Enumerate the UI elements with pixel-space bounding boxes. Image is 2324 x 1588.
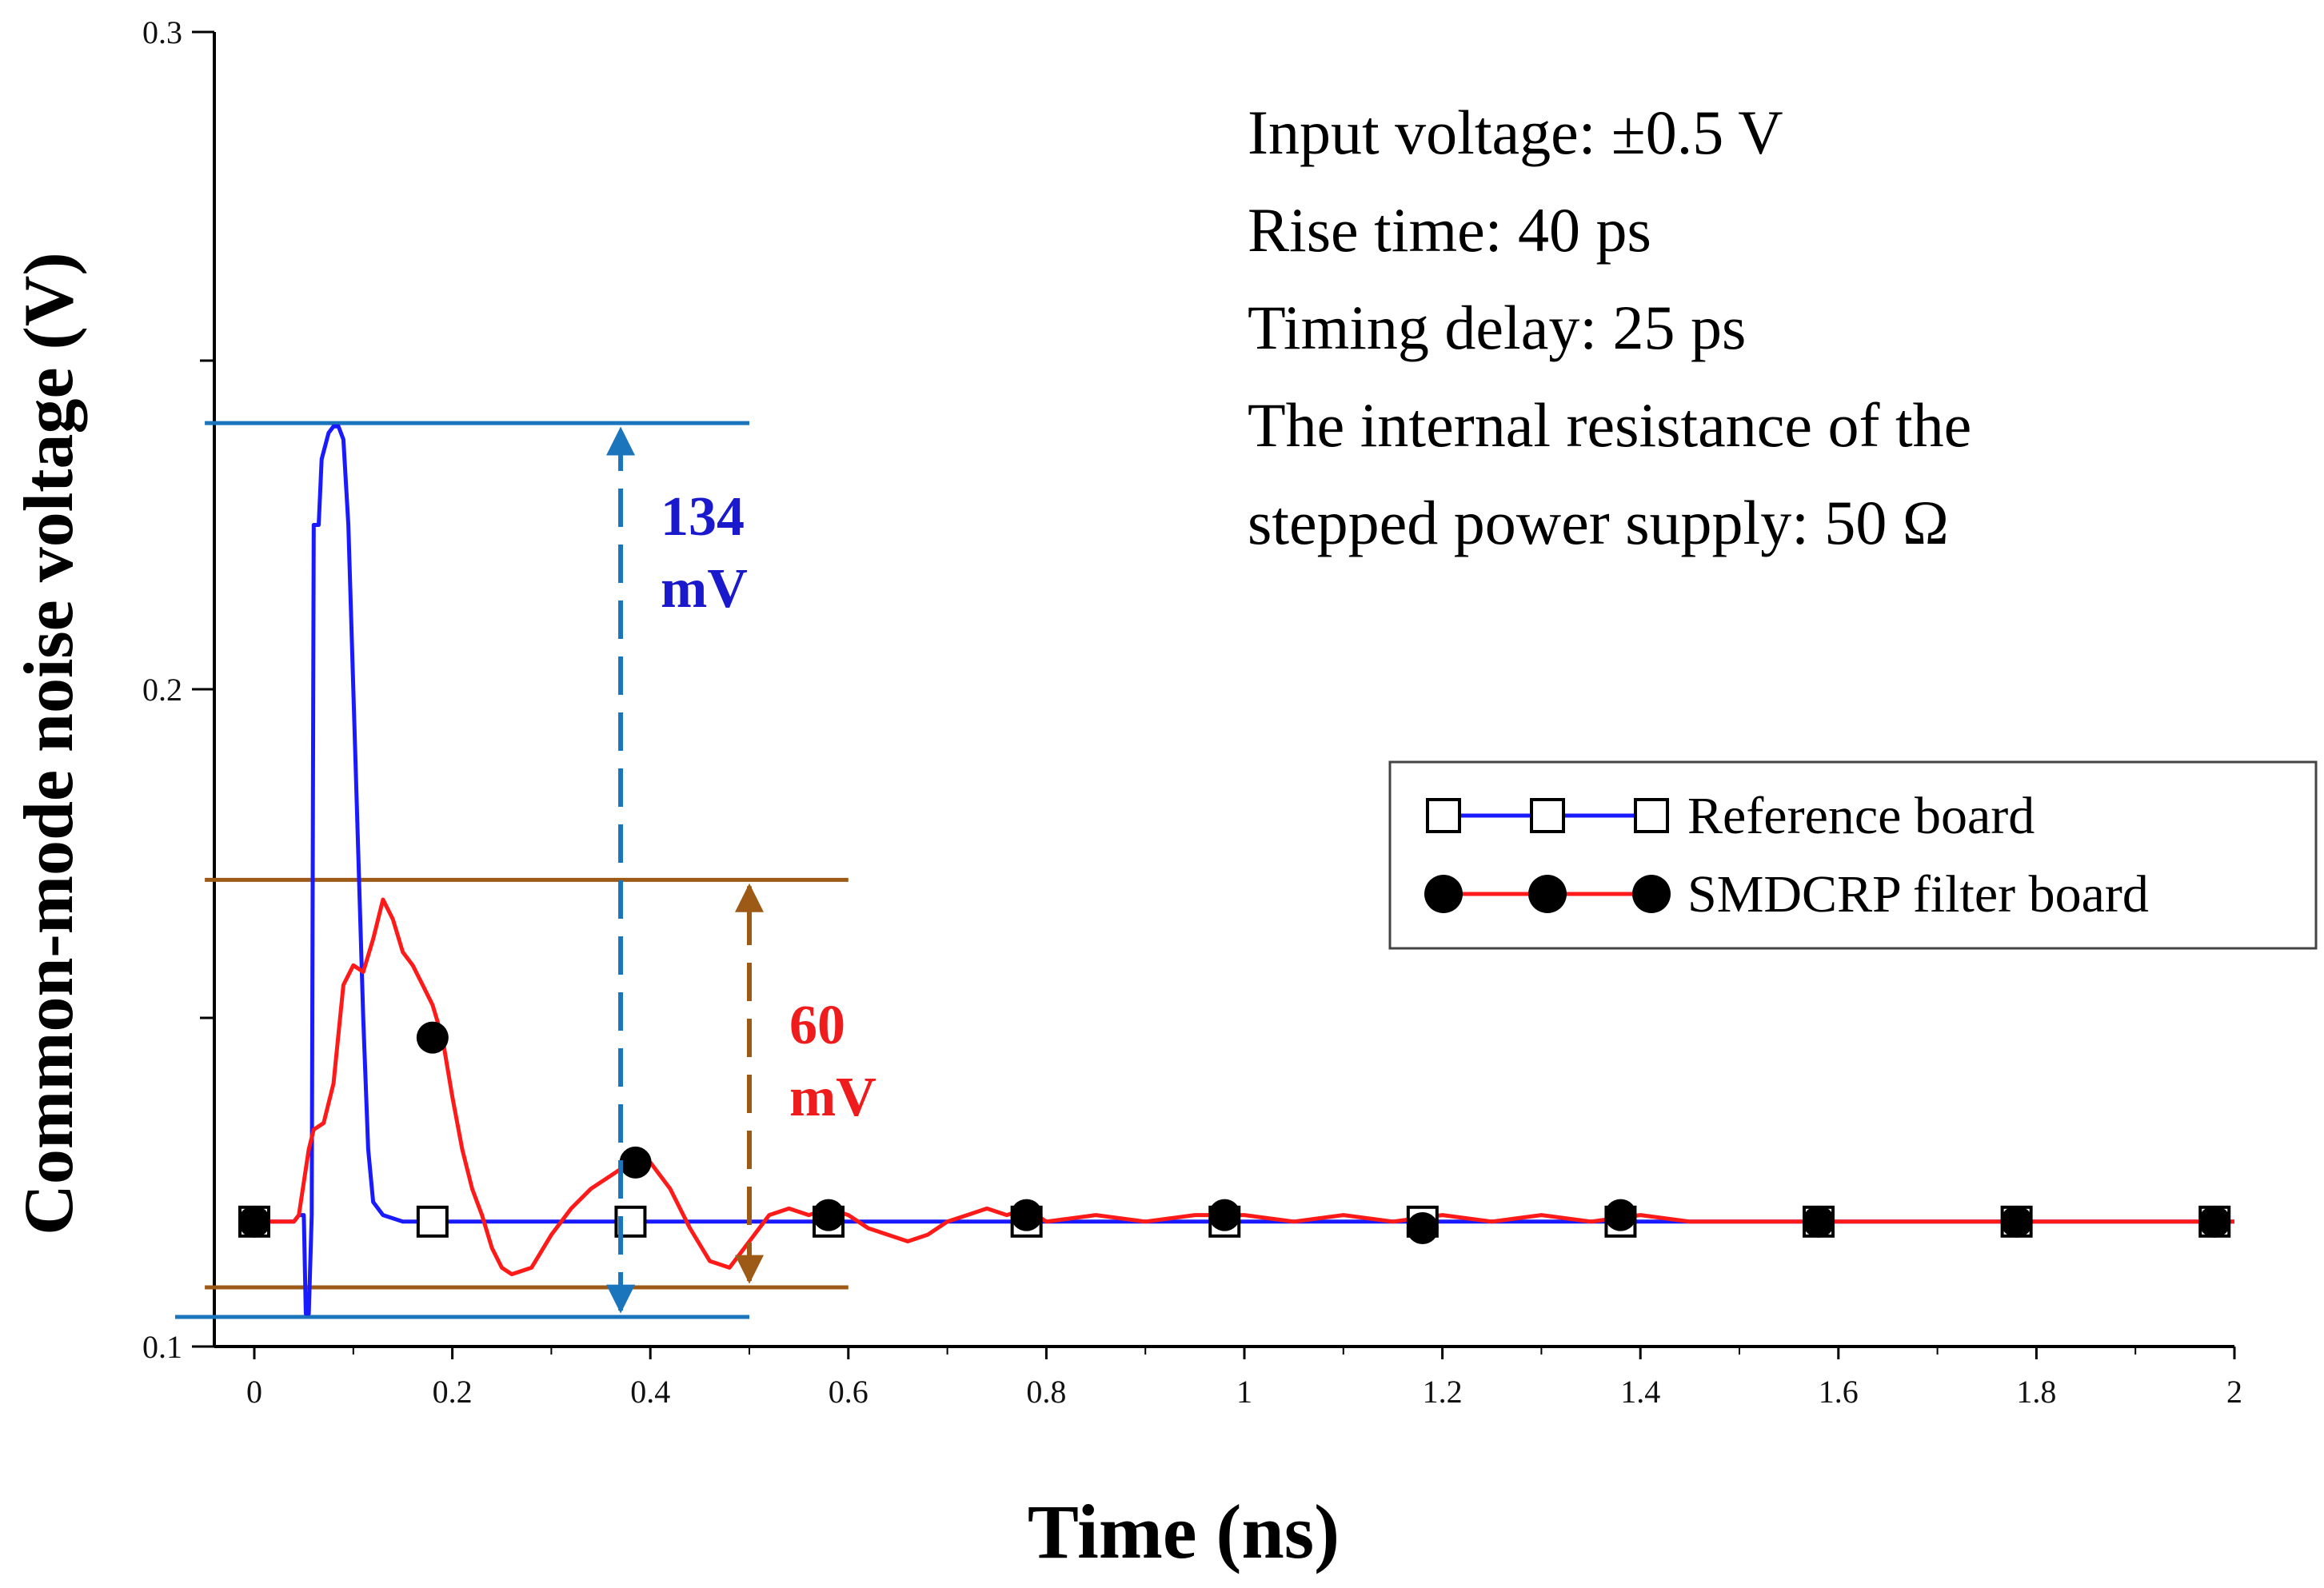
marker-filter xyxy=(2198,1205,2231,1238)
marker-filter xyxy=(416,1021,449,1054)
annotation-line: Input voltage: ±0.5 V xyxy=(1248,98,1783,167)
legend-box xyxy=(1388,760,2318,950)
x-tick-label: 1.4 xyxy=(1620,1374,1660,1410)
marker-filter xyxy=(238,1205,270,1238)
axes: 0 0.2 0.4 0.6 0.8 1 1.2 1.4 1.6 1.8 2 0.1 0.2 0.3 xyxy=(142,14,2242,1410)
legend-marker-filter xyxy=(1632,875,1671,913)
measurement-unit-60-mv: mV xyxy=(789,1067,876,1128)
measurement-value-60-mv: 60 xyxy=(789,995,845,1056)
legend-label-filter: SMDCRP filter board xyxy=(1687,865,2149,924)
marker-filter xyxy=(1208,1199,1241,1231)
x-tick-label: 1.2 xyxy=(1423,1374,1463,1410)
marker-filter xyxy=(1803,1205,1835,1238)
annotation-line: Timing delay: 25 ps xyxy=(1248,293,1746,362)
annotation-block: Input voltage: ±0.5 V Rise time: 40 ps Tim… xyxy=(1248,98,1971,557)
x-tick-label: 2 xyxy=(2226,1374,2242,1410)
measurement-unit-134-mv: mV xyxy=(661,558,748,620)
y-axis-title: Common-mode noise voltage (V) xyxy=(10,252,88,1235)
x-tick-label: 0.2 xyxy=(433,1374,473,1410)
measurements: 134 mV 60 mV xyxy=(606,426,876,1314)
legend: Reference board SMDCRP filter board xyxy=(1388,760,2318,950)
legend-label-reference: Reference board xyxy=(1687,787,2034,845)
x-tick-label: 1 xyxy=(1236,1374,1252,1410)
marker-reference xyxy=(416,1205,449,1238)
y-tick-label: 0.1 xyxy=(142,1329,182,1365)
y-tick-label: 0.3 xyxy=(142,14,182,50)
x-axis-title: Time (ns) xyxy=(1028,1489,1340,1574)
marker-filter xyxy=(619,1146,652,1179)
x-tick-label: 0.8 xyxy=(1026,1374,1066,1410)
marker-filter xyxy=(1406,1212,1439,1245)
annotation-line: stepped power supply: 50 Ω xyxy=(1248,488,1949,557)
x-tick-label: 0 xyxy=(246,1374,262,1410)
x-tick-label: 0.4 xyxy=(630,1374,670,1410)
legend-marker-filter xyxy=(1528,875,1567,913)
annotation-line: Rise time: 40 ps xyxy=(1248,195,1651,265)
reference-lines xyxy=(174,421,849,1319)
marker-filter xyxy=(2000,1205,2033,1238)
marker-filter xyxy=(813,1199,845,1231)
legend-marker-reference xyxy=(1634,798,1669,833)
x-tick-label: 0.6 xyxy=(829,1374,869,1410)
measurement-value-134-mv: 134 xyxy=(661,486,745,548)
legend-marker-reference xyxy=(1530,798,1565,833)
legend-marker-reference xyxy=(1426,798,1461,833)
annotation-line: The internal resistance of the xyxy=(1248,390,1971,460)
series-line-reference xyxy=(254,424,2234,1316)
x-tick-label: 1.6 xyxy=(1819,1374,1859,1410)
marker-filter xyxy=(1010,1199,1043,1231)
series-line-filter xyxy=(254,897,2234,1277)
y-tick-label: 0.2 xyxy=(142,672,182,708)
legend-marker-filter xyxy=(1424,875,1463,913)
marker-filter xyxy=(1604,1199,1637,1231)
series-group xyxy=(238,424,2234,1316)
x-tick-label: 1.8 xyxy=(2016,1374,2056,1410)
